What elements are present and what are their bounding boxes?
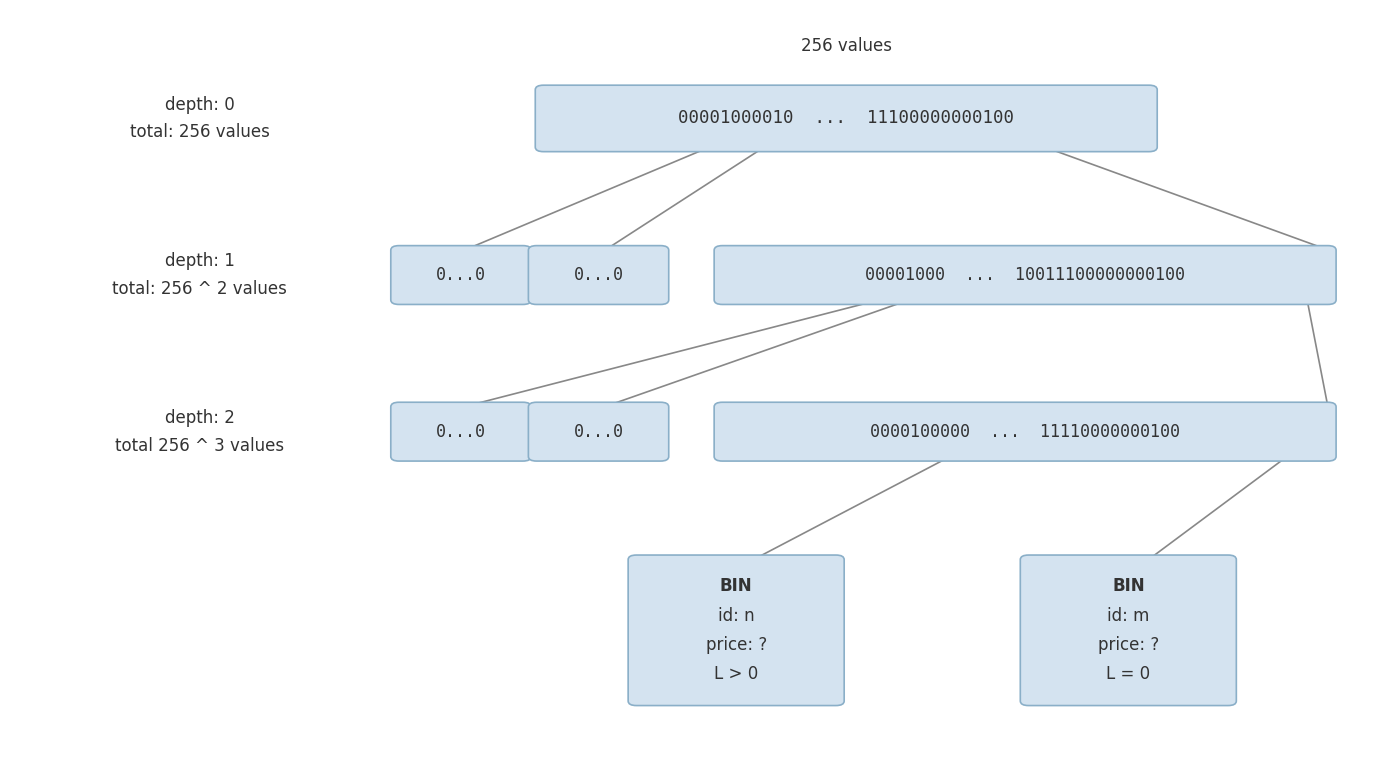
FancyBboxPatch shape bbox=[627, 555, 845, 706]
Text: 0000100000  ...  11110000000100: 0000100000 ... 11110000000100 bbox=[870, 422, 1181, 441]
Text: 0...0: 0...0 bbox=[574, 422, 623, 441]
Text: 0...0: 0...0 bbox=[436, 266, 486, 284]
Text: depth: 0
total: 256 values: depth: 0 total: 256 values bbox=[129, 96, 270, 141]
Text: BIN: BIN bbox=[720, 577, 753, 595]
Text: 00001000  ...  10011100000000100: 00001000 ... 10011100000000100 bbox=[866, 266, 1185, 284]
Text: BIN: BIN bbox=[1112, 577, 1145, 595]
Text: id: m: id: m bbox=[1108, 607, 1149, 625]
FancyBboxPatch shape bbox=[535, 86, 1157, 151]
Text: 00001000010  ...  11100000000100: 00001000010 ... 11100000000100 bbox=[678, 109, 1014, 128]
Text: L > 0: L > 0 bbox=[714, 665, 758, 684]
FancyBboxPatch shape bbox=[391, 402, 531, 461]
FancyBboxPatch shape bbox=[528, 402, 669, 461]
Text: depth: 2
total 256 ^ 3 values: depth: 2 total 256 ^ 3 values bbox=[116, 409, 283, 455]
Text: price: ?: price: ? bbox=[1098, 636, 1159, 654]
Text: 0...0: 0...0 bbox=[436, 422, 486, 441]
FancyBboxPatch shape bbox=[391, 245, 531, 304]
Text: L = 0: L = 0 bbox=[1106, 665, 1150, 684]
FancyBboxPatch shape bbox=[714, 402, 1336, 461]
Text: 0...0: 0...0 bbox=[574, 266, 623, 284]
Text: price: ?: price: ? bbox=[706, 636, 766, 654]
Text: id: n: id: n bbox=[718, 607, 754, 625]
FancyBboxPatch shape bbox=[528, 245, 669, 304]
Text: depth: 1
total: 256 ^ 2 values: depth: 1 total: 256 ^ 2 values bbox=[111, 252, 288, 298]
FancyBboxPatch shape bbox=[1020, 555, 1236, 706]
FancyBboxPatch shape bbox=[714, 245, 1336, 304]
Text: 256 values: 256 values bbox=[801, 37, 892, 55]
